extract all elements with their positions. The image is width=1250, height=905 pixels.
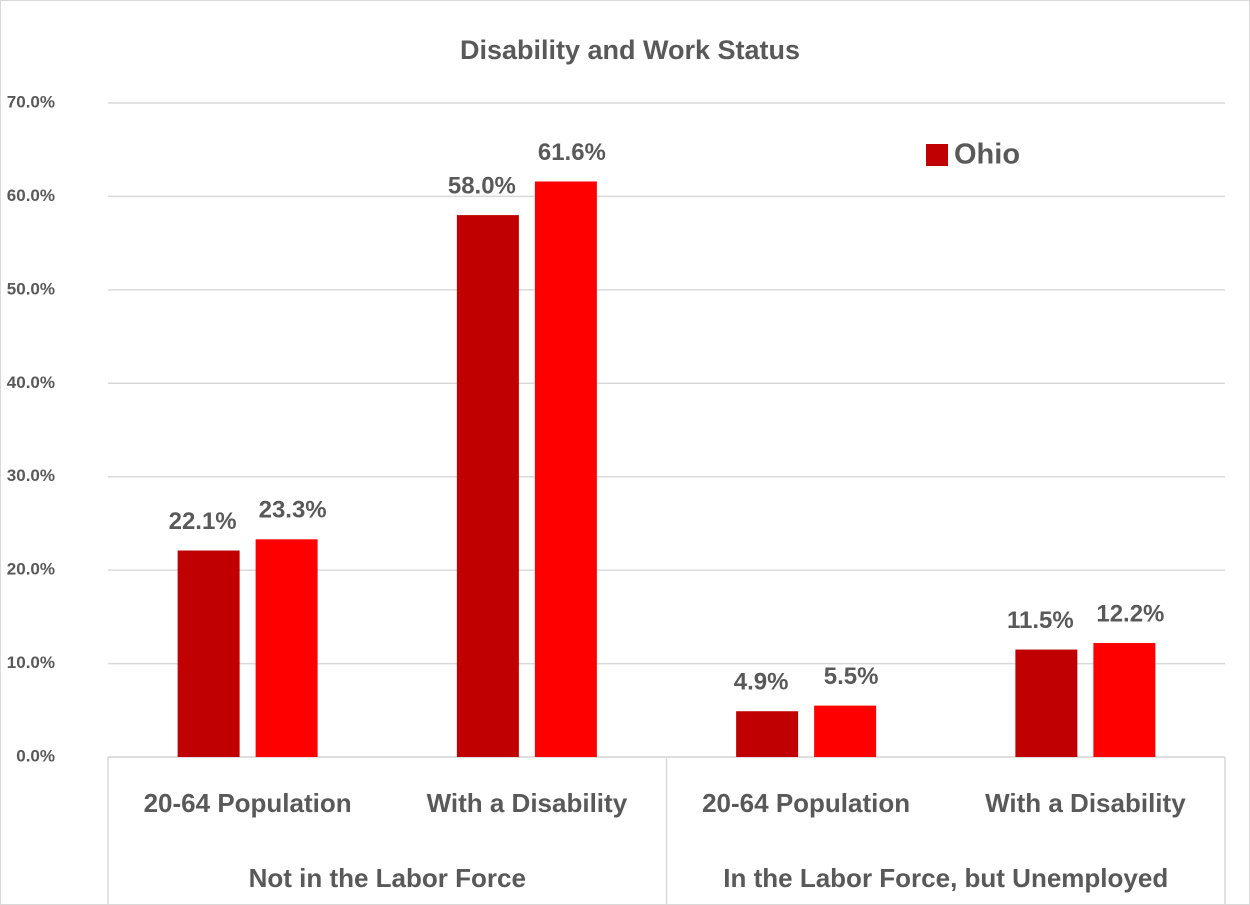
group-label: Not in the Labor Force bbox=[249, 863, 526, 893]
y-tick-label: 50.0% bbox=[7, 279, 55, 298]
bar bbox=[1093, 643, 1156, 757]
data-label: 5.5% bbox=[824, 663, 879, 690]
bar bbox=[456, 215, 519, 758]
legend-label: Ohio bbox=[954, 139, 1020, 171]
data-label: 61.6% bbox=[538, 139, 606, 166]
bar bbox=[736, 711, 799, 757]
y-tick-label: 30.0% bbox=[7, 466, 55, 485]
data-label: 58.0% bbox=[448, 172, 516, 199]
data-label: 11.5% bbox=[1007, 607, 1074, 634]
x-tick-label: With a Disability bbox=[985, 788, 1186, 818]
chart-title: Disability and Work Status bbox=[460, 35, 800, 65]
bar bbox=[255, 539, 318, 757]
x-tick-label: With a Disability bbox=[427, 788, 628, 818]
bar bbox=[1015, 649, 1078, 757]
data-label: 22.1% bbox=[169, 508, 237, 535]
y-tick-label: 20.0% bbox=[7, 560, 55, 579]
bar bbox=[177, 550, 240, 757]
bar bbox=[534, 181, 597, 758]
y-tick-label: 0.0% bbox=[16, 746, 55, 765]
group-label: In the Labor Force, but Unemployed bbox=[723, 863, 1168, 893]
y-tick-label: 70.0% bbox=[7, 92, 55, 111]
y-tick-label: 40.0% bbox=[7, 373, 55, 392]
legend-swatch bbox=[926, 144, 948, 166]
y-tick-label: 60.0% bbox=[7, 186, 55, 205]
x-tick-label: 20-64 Population bbox=[144, 788, 352, 818]
y-tick-label: 10.0% bbox=[7, 653, 55, 672]
bar bbox=[814, 705, 877, 757]
data-label: 12.2% bbox=[1096, 600, 1164, 627]
data-label: 23.3% bbox=[259, 497, 327, 524]
x-tick-label: 20-64 Population bbox=[702, 788, 910, 818]
data-label: 4.9% bbox=[734, 669, 789, 696]
